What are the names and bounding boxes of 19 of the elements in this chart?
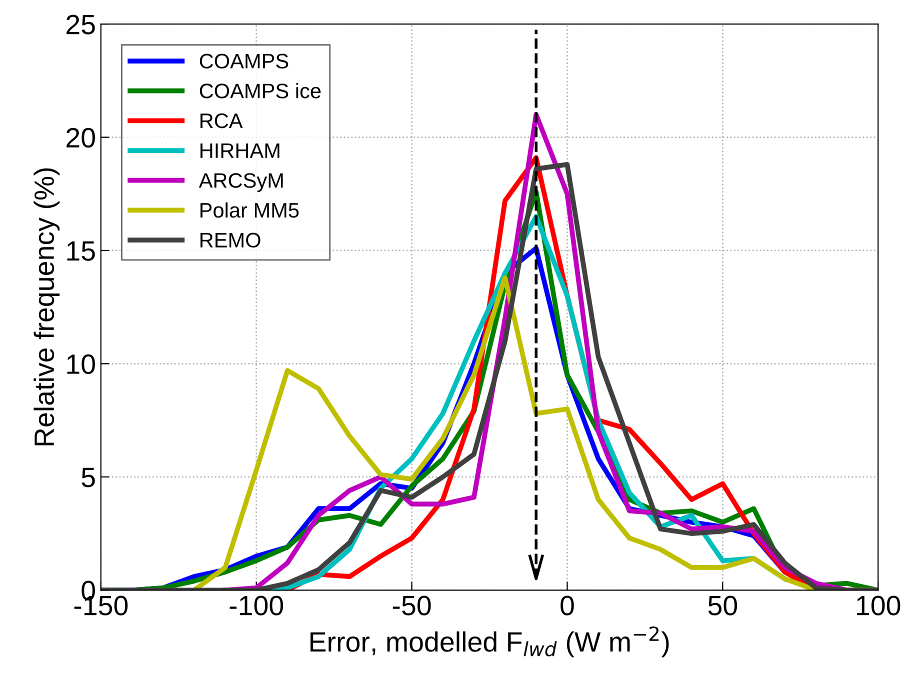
x-tick-label: -50 [392,596,431,616]
legend-label: COAMPS [200,54,288,69]
x-tick-label: 0 [560,596,574,616]
y-tick-label: 25 [66,14,95,34]
y-tick-label: 10 [67,354,95,374]
x-tick-label: 50 [708,596,738,616]
legend-label: HIRHAM [200,143,280,158]
x-axis-title: Error, modelled F$_{lwd}$ (W m$^{−2}$) [310,626,669,658]
legend-label: Polar MM5 [200,202,299,218]
y-axis-title: Relative frequency (%) [34,168,60,446]
legend-label: RCA [200,113,243,128]
legend-label: ARCSyM [198,173,283,192]
y-tick-label: 20 [66,128,95,148]
legend-label: COAMPS ice [200,83,321,98]
x-tick-label: 100 [857,596,900,616]
x-tick-label: -100 [230,596,284,616]
y-tick-label: 5 [82,468,95,488]
legend-label: REMO [200,232,260,248]
y-tick-label: 15 [67,241,95,261]
